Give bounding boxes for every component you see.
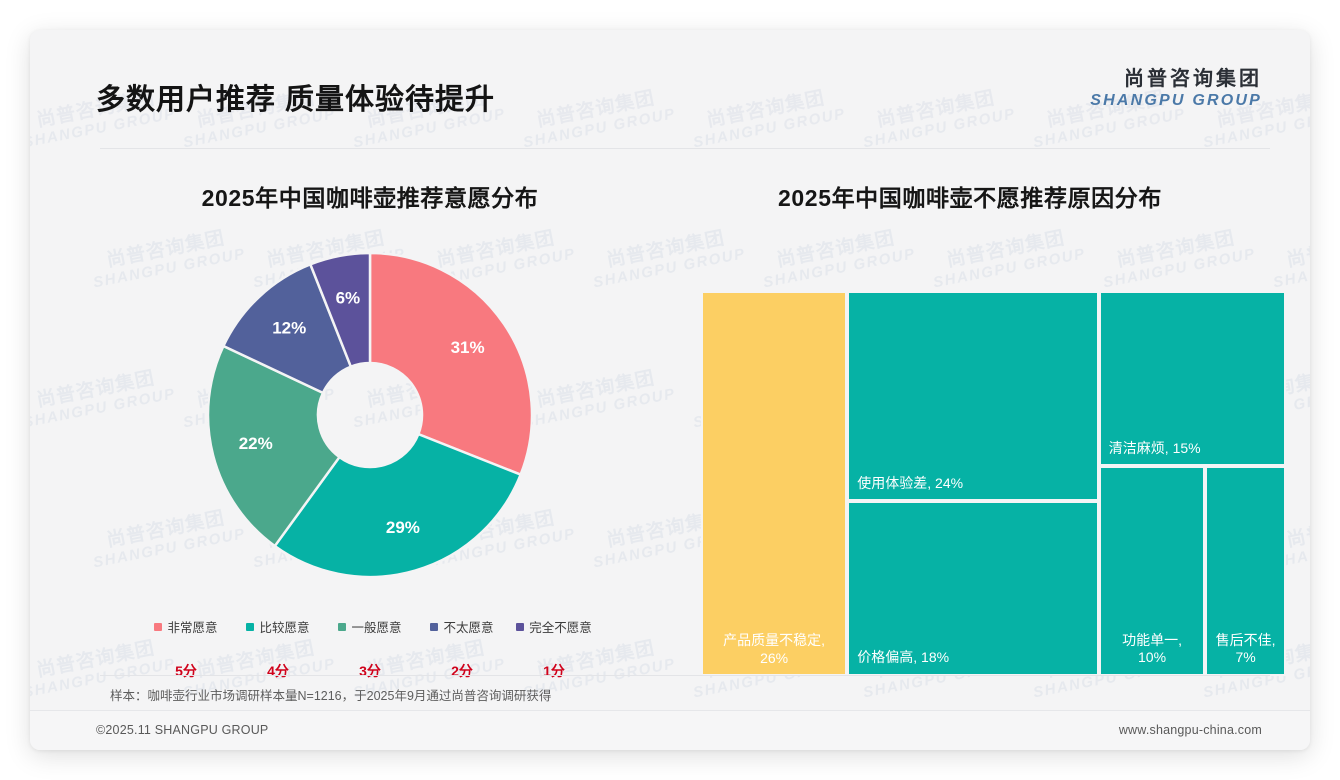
donut-slice-label: 31% (451, 338, 485, 357)
legend-item[interactable]: 比较愿意 (232, 617, 324, 636)
header-divider (100, 148, 1270, 149)
treemap-cell-label: 使用体验差, 24% (857, 474, 964, 491)
legend-label: 非常愿意 (167, 621, 218, 635)
donut-slice[interactable] (208, 344, 342, 548)
donut-slice[interactable] (273, 432, 523, 577)
donut-slice-label: 29% (386, 518, 420, 537)
donut-legend: 非常愿意 比较愿意 一般愿意 不太愿意 完全不愿意 (70, 617, 670, 636)
brand-logo: 尚普咨询集团 SHANGPU GROUP (1090, 68, 1262, 110)
treemap-cell[interactable]: 功能单一, 10% (1098, 466, 1206, 676)
score-label: 2分 (451, 663, 473, 679)
score-label: 4分 (267, 663, 289, 679)
donut-slice-label: 6% (336, 289, 361, 308)
legend-item[interactable]: 不太愿意 (416, 617, 508, 636)
donut-chart-title: 2025年中国咖啡壶推荐意愿分布 (201, 185, 539, 211)
score-label: 3分 (359, 663, 381, 679)
sample-footnote: 样本：咖啡壶行业市场调研样本量N=1216，于2025年9月通过尚普咨询调研获得 (110, 689, 552, 703)
logo-english-text: SHANGPU GROUP (1090, 92, 1262, 110)
legend-swatch-icon (154, 622, 163, 631)
treemap-cell-label: 售后不佳, 7% (1215, 631, 1276, 666)
website-link[interactable]: www.shangpu-china.com (1118, 723, 1262, 737)
legend-swatch-icon (246, 622, 255, 631)
treemap-cell[interactable]: 清洁麻烦, 15% (1098, 291, 1286, 467)
legend-swatch-icon (516, 622, 525, 631)
slide-footer: ©2025.11 SHANGPU GROUP www.shangpu-china… (30, 710, 1310, 750)
treemap-cell[interactable]: 售后不佳, 7% (1205, 466, 1286, 676)
donut-slice[interactable] (221, 262, 353, 395)
score-label: 5分 (175, 663, 197, 679)
legend-item[interactable]: 完全不愿意 (508, 617, 600, 636)
slide-card: 尚普咨询集团 SHANGPU GROUP 尚普咨询集团 SHANGPU GROUP 尚普… (30, 30, 1310, 750)
legend-item[interactable]: 一般愿意 (324, 617, 416, 636)
donut-svg: 31% 29% 22% 12% 6% (208, 253, 532, 577)
page-title: 多数用户推荐 质量体验待提升 (96, 84, 496, 116)
logo-chinese-text: 尚普咨询集团 (1124, 68, 1262, 90)
donut-chart-panel: 2025年中国咖啡壶推荐意愿分布 31% 29% 22% 12% 6% 非常愿意 比较愿意… (70, 155, 670, 679)
treemap-cell[interactable]: 产品质量不稳定, 26% (701, 291, 848, 676)
score-row: 5分 4分 3分 2分 1分 (70, 661, 670, 681)
treemap-chart-title: 2025年中国咖啡壶不愿推荐原因分布 (778, 185, 1162, 211)
legend-item[interactable]: 非常愿意 (140, 617, 232, 636)
treemap-cell-label: 清洁麻烦, 15% (1108, 439, 1201, 456)
slide-header: 多数用户推荐 质量体验待提升 尚普咨询集团 SHANGPU GROUP (30, 30, 1310, 120)
legend-swatch-icon (338, 622, 347, 631)
footnote-divider (100, 675, 1270, 676)
treemap-cell-label: 产品质量不稳定, 26% (723, 632, 826, 666)
legend-label: 不太愿意 (443, 621, 494, 635)
charts-area: 2025年中国咖啡壶推荐意愿分布 31% 29% 22% 12% 6% 非常愿意 比较愿意… (30, 155, 1310, 679)
treemap-chart: 产品质量不稳定, 26% 使用体验差, 24% 价格偏高, 18% 清洁麻烦, 15%… (701, 291, 1286, 676)
donut-slice-label: 12% (272, 318, 306, 337)
donut-slice-label: 22% (239, 434, 273, 453)
treemap-chart-panel: 2025年中国咖啡壶不愿推荐原因分布 产品质量不稳定, 26% 使用体验差, 24… (670, 155, 1286, 676)
treemap-cell-label: 价格偏高, 18% (857, 649, 950, 666)
donut-chart: 31% 29% 22% 12% 6% (208, 253, 532, 577)
donut-slice[interactable] (308, 253, 372, 369)
score-label: 1分 (543, 663, 565, 679)
donut-slice[interactable] (368, 253, 532, 477)
legend-label: 一般愿意 (351, 621, 402, 635)
legend-label: 比较愿意 (259, 621, 310, 635)
copyright-text: ©2025.11 SHANGPU GROUP (96, 723, 269, 737)
legend-label: 完全不愿意 (529, 621, 592, 635)
treemap-cell[interactable]: 使用体验差, 24% (847, 291, 1099, 502)
treemap-cell[interactable]: 价格偏高, 18% (847, 501, 1099, 676)
treemap-cell-label: 功能单一, 10% (1122, 631, 1182, 666)
legend-swatch-icon (430, 622, 439, 631)
